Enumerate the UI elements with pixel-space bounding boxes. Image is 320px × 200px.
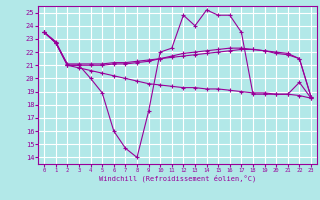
X-axis label: Windchill (Refroidissement éolien,°C): Windchill (Refroidissement éolien,°C): [99, 175, 256, 182]
